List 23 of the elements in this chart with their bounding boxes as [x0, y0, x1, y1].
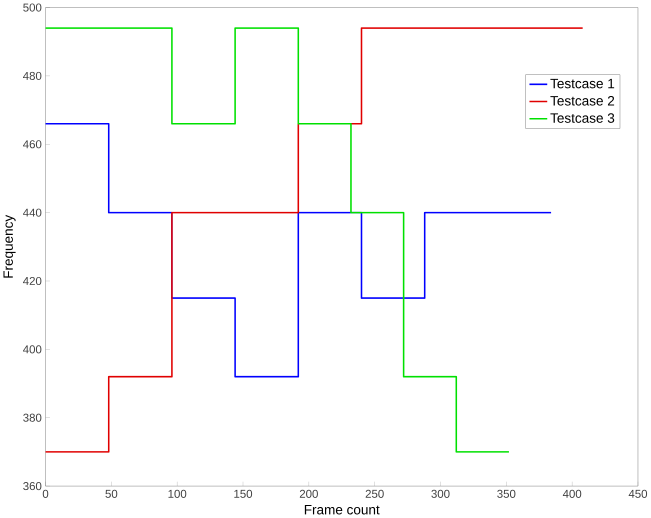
- y-tick-label: 480: [23, 72, 42, 80]
- y-tick-label: 460: [23, 140, 42, 148]
- legend-label: Testcase 2: [550, 96, 614, 106]
- x-axis-title: Frame count: [304, 505, 380, 514]
- y-tick-label: 440: [23, 208, 42, 217]
- x-tick-label: 450: [628, 490, 648, 498]
- x-tick-label: 300: [431, 490, 450, 498]
- y-tick-label: 380: [23, 414, 42, 422]
- y-axis-title: Frequency: [3, 214, 16, 278]
- y-tick-label: 420: [23, 276, 42, 286]
- x-tick-label: 0: [42, 490, 48, 498]
- x-tick-label: 200: [300, 490, 318, 498]
- x-tick-label: 400: [562, 490, 582, 498]
- y-tick-label: 500: [23, 4, 42, 12]
- x-tick-label: 150: [234, 490, 252, 498]
- x-tick-label: 50: [105, 490, 118, 498]
- y-tick-label: 360: [23, 482, 42, 490]
- x-tick-label: 250: [366, 490, 384, 498]
- legend-label: Testcase 1: [550, 78, 614, 88]
- x-tick-label: 100: [168, 490, 186, 498]
- y-tick-label: 400: [23, 345, 42, 354]
- legend-label: Testcase 3: [550, 113, 614, 123]
- x-tick-label: 350: [497, 490, 516, 498]
